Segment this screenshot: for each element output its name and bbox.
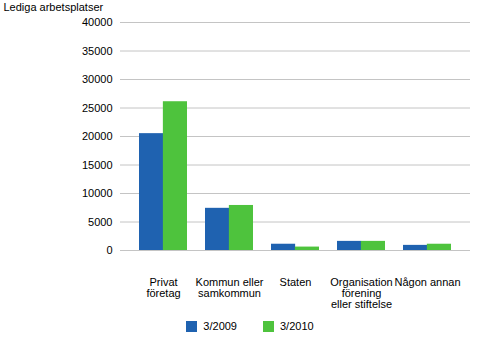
svg-text:15000: 15000	[82, 159, 113, 171]
svg-text:0: 0	[106, 244, 112, 256]
svg-text:Staten: Staten	[280, 276, 312, 288]
html-text:3/2009: 3/2009	[203, 320, 237, 332]
svg-text:Kommun ellersamkommun: Kommun ellersamkommun	[196, 276, 264, 299]
svg-text:Privatföretag: Privatföretag	[146, 276, 180, 299]
svg-text:25000: 25000	[82, 102, 113, 114]
svg-text:35000: 35000	[82, 45, 113, 57]
svg-text:Någon annan: Någon annan	[394, 276, 460, 288]
svg-text:20000: 20000	[82, 130, 113, 142]
html-text:3/2010: 3/2010	[280, 320, 314, 332]
svg-text:Lediga arbetsplatser: Lediga arbetsplatser	[4, 1, 104, 13]
svg-text:10000: 10000	[82, 187, 113, 199]
svg-text:Organisationföreningeller stif: Organisationföreningeller stiftelse	[330, 276, 392, 310]
svg-text:30000: 30000	[82, 73, 113, 85]
svg-text:40000: 40000	[82, 16, 113, 28]
svg-text:5000: 5000	[88, 216, 112, 228]
